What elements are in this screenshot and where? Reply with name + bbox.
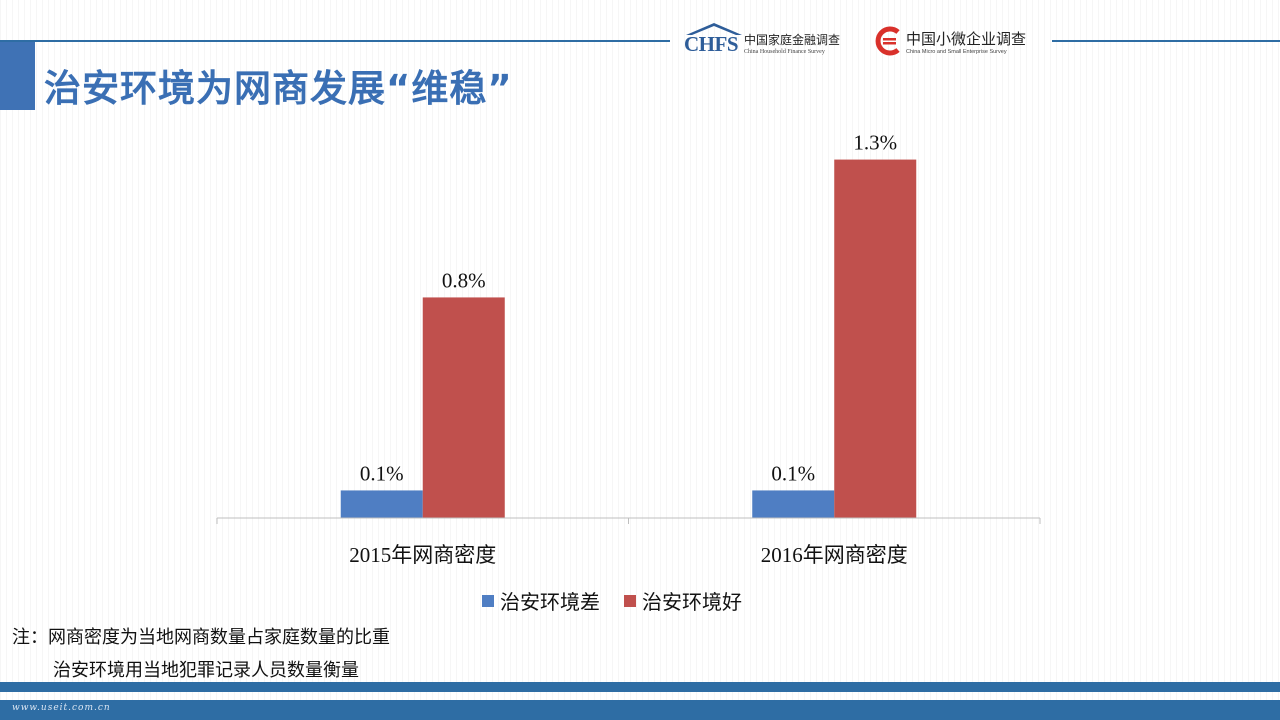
chfs-logo: CHFS 中国家庭金融调查 China Household Finance Su… — [684, 22, 859, 60]
legend-label-good: 治安环境好 — [642, 590, 742, 614]
legend-swatch-bad — [482, 594, 494, 607]
data-label-good-0: 0.8% — [442, 268, 486, 292]
legend-item-good: 治安环境好 — [624, 586, 742, 615]
data-label-bad-1: 0.1% — [771, 461, 815, 485]
footer-watermark: www.useit.com.cn — [12, 703, 111, 713]
chfs-logo-cn: 中国家庭金融调查 — [744, 33, 841, 47]
footer-band-top — [0, 682, 1280, 692]
x-tick-label-0: 2015年网商密度 — [349, 543, 496, 567]
micro-logo-cn: 中国小微企业调查 — [906, 30, 1027, 48]
header-rule-left — [0, 40, 670, 42]
chfs-logo-en: China Household Finance Survey — [744, 49, 825, 55]
micro-survey-icon — [875, 26, 900, 56]
page-title: 治安环境为网商发展“维稳” — [44, 67, 513, 110]
data-label-bad-0: 0.1% — [360, 461, 404, 485]
title-accent-bar — [0, 42, 35, 110]
data-label-good-1: 1.3% — [853, 131, 897, 155]
chfs-roof-icon — [686, 23, 742, 35]
chfs-logo-mark: CHFS — [684, 32, 739, 56]
footnote-line-1: 注：网商密度为当地网商数量占家庭数量的比重 — [12, 627, 390, 648]
footnote: 注：网商密度为当地网商数量占家庭数量的比重 治安环境用当地犯罪记录人员数量衡量 — [12, 621, 390, 687]
bar-good-1 — [834, 159, 917, 519]
legend-swatch-good — [624, 594, 636, 607]
header-rule-right — [1052, 40, 1280, 42]
bar-bad-1 — [752, 490, 835, 518]
micro-survey-logo: 中国小微企业调查 China Micro and Small Enterpris… — [872, 22, 1047, 60]
x-tick-label-1: 2016年网商密度 — [761, 543, 908, 567]
micro-logo-en: China Micro and Small Enterprise Survey — [906, 49, 1007, 55]
legend-label-bad: 治安环境差 — [500, 590, 600, 614]
bar-bad-0 — [340, 490, 423, 518]
footer-band — [0, 700, 1280, 720]
footnote-line-2: 治安环境用当地犯罪记录人员数量衡量 — [53, 660, 359, 681]
bar-good-0 — [422, 297, 505, 518]
chart-legend: 治安环境差 治安环境好 — [482, 586, 766, 615]
legend-item-bad: 治安环境差 — [482, 586, 600, 615]
